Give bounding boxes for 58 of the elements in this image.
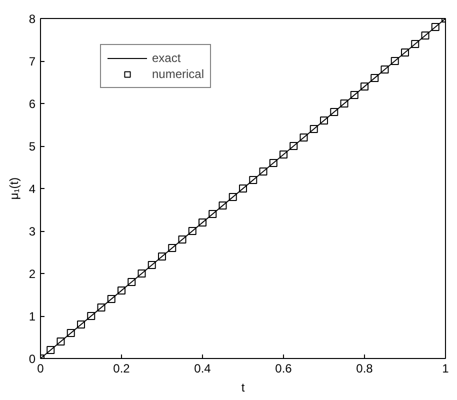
point: [77, 320, 85, 328]
point: [431, 23, 440, 31]
point: [290, 142, 298, 150]
point: [320, 116, 328, 124]
y-tick-label: 4: [28, 182, 36, 196]
point: [87, 312, 96, 320]
x-axis-title: t: [241, 380, 246, 394]
x-tick-label: 0.6: [275, 362, 292, 376]
y-axis-title: μ₁(t): [6, 177, 21, 200]
point: [128, 278, 136, 286]
point: [300, 134, 308, 142]
point: [360, 82, 368, 90]
point: [228, 193, 237, 201]
y-tick-label: 3: [28, 224, 36, 238]
x-tick-label: 0.2: [113, 362, 130, 376]
legend-label: exact: [152, 51, 181, 65]
point: [158, 252, 166, 260]
legend-label: numerical: [152, 67, 204, 81]
y-tick-label: 7: [28, 54, 36, 68]
point: [280, 150, 288, 158]
point: [239, 184, 247, 192]
point: [310, 125, 318, 133]
point: [330, 108, 338, 116]
point: [178, 236, 186, 244]
point: [46, 346, 55, 354]
point: [370, 74, 379, 82]
point: [421, 32, 430, 40]
point: [350, 91, 358, 99]
point: [340, 100, 348, 108]
y-tick-label: 8: [28, 12, 36, 26]
point: [168, 244, 176, 252]
point: [188, 227, 196, 235]
y-tick-label: 2: [28, 267, 36, 281]
point: [66, 329, 75, 337]
y-tick-label: 5: [28, 140, 36, 154]
x-tick-label: 1: [442, 362, 450, 376]
point: [411, 40, 420, 48]
x-tick-label: 0.4: [194, 362, 212, 376]
point: [249, 176, 258, 184]
point: [218, 202, 227, 210]
y-tick-label: 6: [28, 97, 36, 111]
point: [269, 159, 278, 167]
point: [401, 48, 409, 56]
point: [380, 66, 389, 74]
point: [259, 168, 268, 176]
point: [107, 295, 116, 303]
point: [208, 210, 217, 218]
point: [118, 286, 126, 294]
x-tick-label: 0: [37, 362, 44, 376]
point: [198, 218, 206, 226]
y-tick-label: 1: [28, 310, 36, 324]
point: [56, 338, 65, 346]
x-tick-label: 0.8: [356, 362, 374, 376]
point: [138, 270, 146, 278]
point: [148, 261, 156, 269]
y-tick-label: 0: [28, 352, 36, 366]
point: [390, 57, 399, 65]
point: [97, 304, 106, 312]
